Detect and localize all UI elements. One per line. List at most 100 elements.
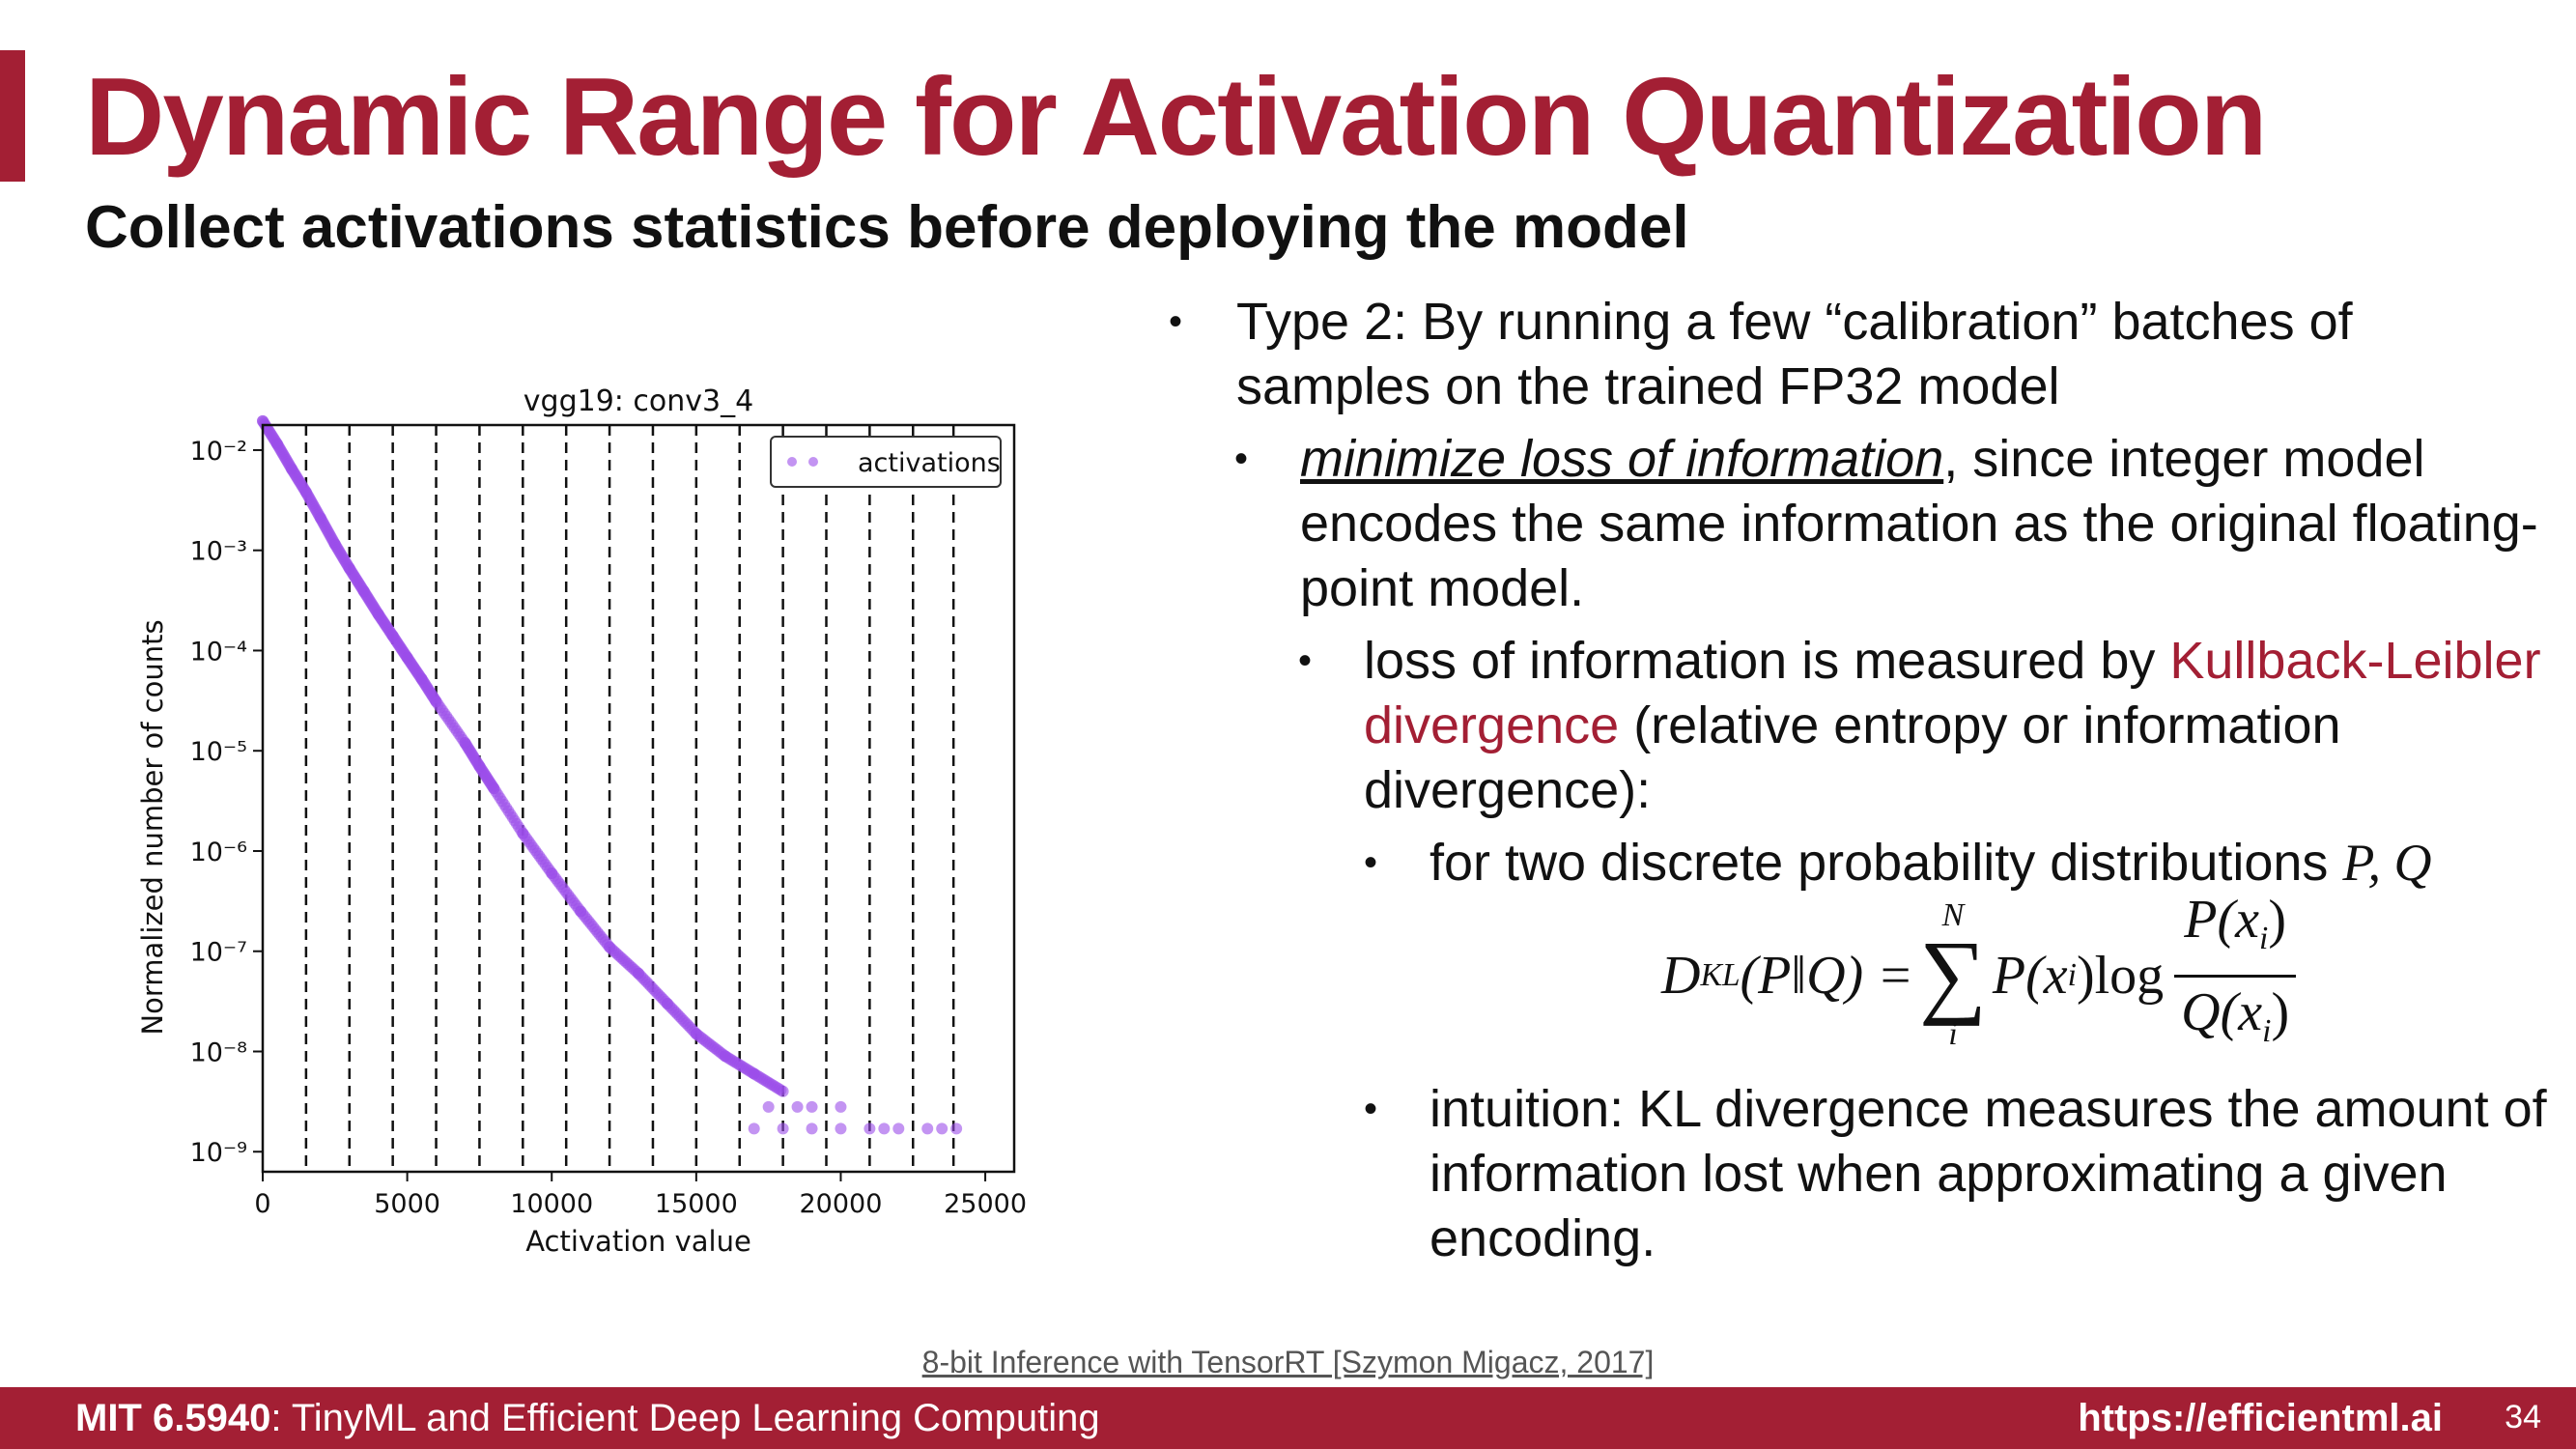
formula-term-end: )log bbox=[2076, 946, 2165, 1006]
activation-point bbox=[357, 585, 370, 598]
y-tick-label: 10⁻⁸ bbox=[190, 1037, 247, 1067]
activation-point bbox=[806, 1100, 818, 1113]
kl-formula: D KL (P‖Q) = N ∑ i P(x i)log P(xi) Q(xi) bbox=[1661, 891, 2299, 1053]
chart-title: vgg19: conv3_4 bbox=[524, 384, 753, 418]
activation-point bbox=[762, 1100, 775, 1113]
activation-point bbox=[299, 486, 312, 498]
activation-point bbox=[950, 1122, 963, 1135]
y-tick-label: 10⁻⁴ bbox=[190, 637, 247, 667]
den-text: Q(x bbox=[2181, 981, 2263, 1042]
activation-point bbox=[517, 827, 529, 839]
bullet-list: • Type 2: By running a few “calibration”… bbox=[1169, 290, 2550, 1279]
activation-point bbox=[806, 1122, 818, 1135]
activation-point bbox=[575, 905, 587, 918]
minimize-loss-text: , since integer model encodes the same i… bbox=[1300, 430, 2538, 617]
bullet-minimize-loss: • minimize loss of information, since in… bbox=[1169, 427, 2550, 621]
bullet-intuition: • intuition: KL divergence measures the … bbox=[1169, 1077, 2550, 1271]
page-number: 34 bbox=[2505, 1399, 2541, 1435]
footer-course-code: MIT 6.5940 bbox=[75, 1397, 271, 1439]
activation-point bbox=[270, 438, 283, 450]
minimize-loss-emphasis: minimize loss of information bbox=[1300, 430, 1944, 488]
activation-point bbox=[473, 760, 486, 773]
distributions-text: for two discrete probability distributio… bbox=[1430, 834, 2343, 892]
bullet-dot: • bbox=[1364, 1088, 1378, 1130]
activation-histogram-chart: vgg19: conv3_4 0 5000 10000 15000 20000 25000 1… bbox=[136, 384, 1027, 1258]
bullet-distributions: • for two discrete probability distribut… bbox=[1169, 831, 2550, 895]
footer-course: MIT 6.5940: TinyML and Efficient Deep Le… bbox=[75, 1397, 1100, 1440]
y-tick-label: 10⁻⁶ bbox=[190, 838, 247, 867]
bullet-dot: • bbox=[1234, 438, 1249, 480]
x-tick-label: 5000 bbox=[374, 1189, 440, 1219]
y-tick-label: 10⁻⁹ bbox=[190, 1138, 247, 1168]
legend-label: activations bbox=[858, 448, 1001, 478]
activation-point bbox=[604, 941, 616, 953]
plot-frame bbox=[261, 423, 1016, 1174]
bullet-kl-divergence: • loss of information is measured by Kul… bbox=[1169, 629, 2550, 823]
fraction: P(xi) Q(xi) bbox=[2171, 891, 2299, 1060]
activation-point bbox=[372, 608, 384, 620]
x-axis-label: Activation value bbox=[525, 1225, 751, 1258]
activation-point bbox=[892, 1122, 905, 1135]
x-tick-label: 20000 bbox=[800, 1189, 883, 1219]
footer-url-link[interactable]: https://efficientml.ai bbox=[2078, 1397, 2443, 1439]
fraction-denominator: Q(xi) bbox=[2171, 978, 2299, 1061]
formula-term: P(x bbox=[1992, 946, 2068, 1006]
activation-point bbox=[878, 1122, 891, 1135]
summation: N ∑ i bbox=[1919, 899, 1987, 1052]
activation-point bbox=[835, 1122, 847, 1135]
bullet-calibration: • Type 2: By running a few “calibration”… bbox=[1169, 290, 2550, 419]
activation-point bbox=[459, 736, 471, 749]
formula-lhs-args: (P‖Q) = bbox=[1740, 946, 1913, 1006]
slide-subtitle: Collect activations statistics before de… bbox=[85, 194, 1689, 261]
legend-marker bbox=[808, 457, 818, 467]
slide-title: Dynamic Range for Activation Quantizatio… bbox=[85, 56, 2267, 179]
kl-divergence-term: Kullback-Leibler divergence bbox=[1364, 632, 2541, 754]
activation-point bbox=[633, 967, 644, 980]
legend-box bbox=[770, 436, 1002, 488]
x-tick-label: 0 bbox=[254, 1189, 270, 1219]
kl-text-post: (relative entropy or information diverge… bbox=[1364, 696, 2341, 819]
num-sub: i bbox=[2258, 921, 2269, 957]
citation-link[interactable]: 8-bit Inference with TensorRT [Szymon Mi… bbox=[921, 1345, 1655, 1379]
den-sub: i bbox=[2262, 1012, 2272, 1049]
activation-point bbox=[921, 1122, 934, 1135]
num-end: ) bbox=[2268, 890, 2286, 951]
intuition-text: intuition: KL divergence measures the am… bbox=[1430, 1080, 2547, 1267]
formula-d: D bbox=[1661, 946, 1701, 1006]
activation-point bbox=[748, 1067, 760, 1080]
fraction-numerator: P(xi) bbox=[2174, 890, 2296, 978]
bullet-dot: • bbox=[1364, 841, 1378, 884]
activation-point bbox=[936, 1122, 948, 1135]
formula-kl-sub: KL bbox=[1700, 957, 1741, 993]
activation-point bbox=[415, 672, 428, 685]
activation-point bbox=[430, 696, 442, 708]
activation-point bbox=[863, 1122, 876, 1135]
den-end: ) bbox=[2271, 981, 2290, 1042]
activation-point bbox=[777, 1085, 789, 1097]
footer-course-name: : TinyML and Efficient Deep Learning Com… bbox=[270, 1397, 1100, 1439]
activation-point bbox=[285, 463, 297, 475]
x-tick-label: 25000 bbox=[944, 1189, 1027, 1219]
formula-term-sub: i bbox=[2067, 957, 2077, 993]
activation-point bbox=[386, 630, 399, 642]
y-tick-label: 10⁻³ bbox=[190, 537, 247, 567]
activation-point bbox=[401, 651, 413, 664]
bullet-dot: • bbox=[1169, 300, 1183, 343]
activation-point bbox=[328, 538, 341, 551]
y-axis-label: Normalized number of counts bbox=[136, 619, 169, 1035]
sum-lower: i bbox=[1948, 1016, 1958, 1052]
activation-point bbox=[835, 1100, 847, 1113]
num-text: P(x bbox=[2184, 890, 2259, 951]
activation-point bbox=[661, 997, 673, 1009]
activation-point bbox=[777, 1122, 789, 1135]
sigma-symbol: ∑ bbox=[1919, 923, 1987, 1027]
activation-point bbox=[690, 1028, 702, 1040]
activation-point bbox=[488, 782, 500, 795]
activation-point bbox=[314, 512, 326, 525]
x-tick-label: 10000 bbox=[510, 1189, 593, 1219]
activation-point bbox=[343, 562, 355, 575]
title-accent-bar bbox=[0, 50, 25, 182]
y-tick-label: 10⁻⁵ bbox=[190, 737, 247, 767]
activation-point bbox=[719, 1050, 731, 1063]
kl-text-pre: loss of information is measured by bbox=[1364, 632, 2170, 690]
